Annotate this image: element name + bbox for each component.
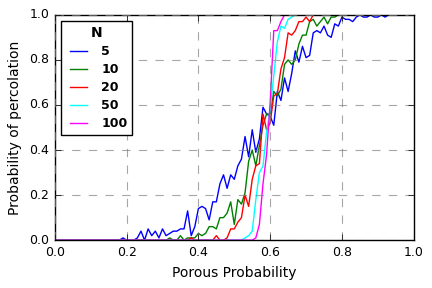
100 [282, 13, 287, 17]
10 [336, 13, 341, 17]
5 [217, 182, 222, 185]
10 [321, 15, 327, 19]
5 [52, 238, 57, 242]
5 [77, 238, 83, 242]
Line: 50: 50 [55, 15, 414, 240]
100 [325, 13, 330, 17]
100 [217, 238, 222, 242]
10 [411, 13, 416, 17]
10 [303, 33, 308, 37]
Line: 100: 100 [55, 15, 414, 240]
20 [411, 13, 416, 17]
100 [267, 101, 273, 105]
10 [217, 216, 222, 219]
Line: 10: 10 [55, 15, 414, 240]
50 [267, 108, 273, 111]
50 [411, 13, 416, 17]
100 [411, 13, 416, 17]
5 [321, 24, 327, 28]
100 [307, 13, 312, 17]
5 [267, 115, 273, 118]
20 [217, 238, 222, 242]
100 [52, 238, 57, 242]
5 [357, 13, 362, 17]
50 [217, 238, 222, 242]
10 [52, 238, 57, 242]
10 [77, 238, 83, 242]
5 [142, 238, 147, 242]
100 [77, 238, 83, 242]
50 [307, 13, 312, 17]
100 [142, 238, 147, 242]
Line: 5: 5 [55, 15, 414, 240]
20 [267, 121, 273, 125]
10 [142, 238, 147, 242]
20 [142, 238, 147, 242]
5 [303, 56, 308, 59]
20 [77, 238, 83, 242]
Legend: 5, 10, 20, 50, 100: 5, 10, 20, 50, 100 [61, 21, 132, 135]
X-axis label: Porous Probability: Porous Probability [172, 266, 296, 280]
50 [293, 13, 298, 17]
20 [325, 13, 330, 17]
20 [311, 13, 316, 17]
50 [325, 13, 330, 17]
50 [77, 238, 83, 242]
50 [142, 238, 147, 242]
5 [411, 13, 416, 17]
20 [303, 15, 308, 19]
10 [267, 112, 273, 116]
Y-axis label: Probability of percolation: Probability of percolation [8, 40, 22, 215]
20 [52, 238, 57, 242]
50 [52, 238, 57, 242]
Line: 20: 20 [55, 15, 414, 240]
